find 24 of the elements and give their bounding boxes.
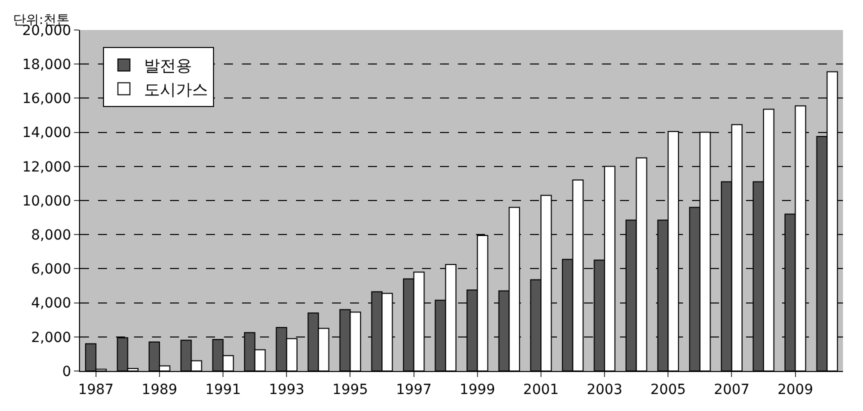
legend-label: 도시가스 <box>144 80 208 99</box>
x-tick-label: 2005 <box>650 382 686 398</box>
y-tick-label: 18,000 <box>22 57 72 73</box>
x-tick-label: 1991 <box>205 382 241 398</box>
y-tick-label: 6,000 <box>31 262 72 278</box>
legend-label: 발전용 <box>144 56 192 76</box>
x-tick-label: 1989 <box>142 382 178 398</box>
x-tick-label: 1987 <box>78 382 114 398</box>
x-tick-label: 1997 <box>396 382 432 398</box>
y-tick-label: 16,000 <box>22 91 72 108</box>
y-tick-label: 0 <box>62 364 72 380</box>
x-tick-label: 2009 <box>777 382 814 398</box>
y-tick-label: 8,000 <box>31 228 72 244</box>
y-tick-label: 4,000 <box>31 296 72 312</box>
x-tick-label: 1999 <box>460 382 496 398</box>
x-tick-label: 2001 <box>523 382 559 398</box>
y-tick-label: 14,000 <box>22 125 72 142</box>
x-tick-label: 1993 <box>268 382 304 398</box>
x-tick-label: 2007 <box>714 382 750 398</box>
x-tick-label: 1995 <box>332 382 368 398</box>
y-tick-label: 12,000 <box>22 159 72 176</box>
y-tick-label: 2,000 <box>31 330 72 346</box>
y-tick-label: 10,000 <box>22 193 72 210</box>
x-tick-label: 2003 <box>586 382 622 398</box>
